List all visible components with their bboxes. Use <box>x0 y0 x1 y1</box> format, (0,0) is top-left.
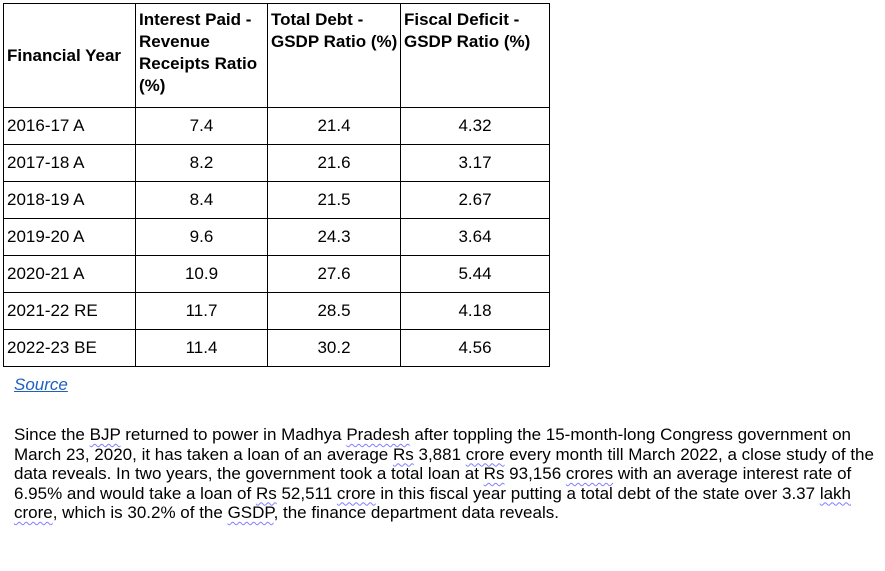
cell-debt: 21.6 <box>267 144 401 182</box>
cell-deficit: 4.32 <box>400 107 550 145</box>
table-row: 2019-20 A 9.6 24.3 3.64 <box>3 218 550 256</box>
cell-deficit: 4.56 <box>400 329 550 367</box>
cell-year: 2020-21 A <box>3 255 136 293</box>
table-row: 2016-17 A 7.4 21.4 4.32 <box>3 107 550 145</box>
cell-debt: 27.6 <box>267 255 401 293</box>
table-header-row: Financial Year Interest Paid - Revenue R… <box>3 3 550 108</box>
cell-interest: 10.9 <box>135 255 268 293</box>
cell-year: 2016-17 A <box>3 107 136 145</box>
cell-debt: 21.4 <box>267 107 401 145</box>
cell-interest: 9.6 <box>135 218 268 256</box>
cell-deficit: 5.44 <box>400 255 550 293</box>
cell-interest: 7.4 <box>135 107 268 145</box>
cell-year: 2021-22 RE <box>3 292 136 330</box>
cell-debt: 21.5 <box>267 181 401 219</box>
cell-year: 2018-19 A <box>3 181 136 219</box>
cell-deficit: 3.17 <box>400 144 550 182</box>
table-row: 2020-21 A 10.9 27.6 5.44 <box>3 255 550 293</box>
article-paragraph: Since the BJP returned to power in Madhy… <box>14 425 874 522</box>
cell-interest: 8.2 <box>135 144 268 182</box>
cell-debt: 28.5 <box>267 292 401 330</box>
cell-interest: 11.7 <box>135 292 268 330</box>
cell-year: 2022-23 BE <box>3 329 136 367</box>
table-row: 2018-19 A 8.4 21.5 2.67 <box>3 181 550 219</box>
header-debt-ratio: Total Debt - GSDP Ratio (%) <box>267 3 401 108</box>
cell-debt: 30.2 <box>267 329 401 367</box>
header-interest-ratio: Interest Paid - Revenue Receipts Ratio (… <box>135 3 268 108</box>
cell-interest: 8.4 <box>135 181 268 219</box>
cell-year: 2019-20 A <box>3 218 136 256</box>
cell-deficit: 3.64 <box>400 218 550 256</box>
table-row: 2017-18 A 8.2 21.6 3.17 <box>3 144 550 182</box>
header-financial-year: Financial Year <box>3 3 136 108</box>
cell-interest: 11.4 <box>135 329 268 367</box>
table-row: 2022-23 BE 11.4 30.2 4.56 <box>3 329 550 367</box>
header-deficit-ratio: Fiscal Deficit - GSDP Ratio (%) <box>400 3 550 108</box>
cell-year: 2017-18 A <box>3 144 136 182</box>
cell-deficit: 2.67 <box>400 181 550 219</box>
table-row: 2021-22 RE 11.7 28.5 4.18 <box>3 292 550 330</box>
cell-debt: 24.3 <box>267 218 401 256</box>
fiscal-data-table: Financial Year Interest Paid - Revenue R… <box>3 3 550 367</box>
cell-deficit: 4.18 <box>400 292 550 330</box>
source-link[interactable]: Source <box>14 375 68 394</box>
